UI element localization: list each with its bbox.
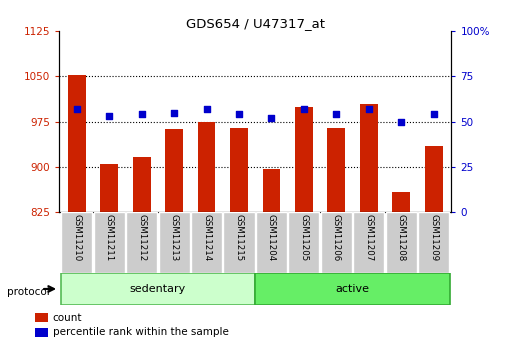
Text: GSM11215: GSM11215 — [234, 214, 244, 261]
Text: GSM11204: GSM11204 — [267, 214, 276, 261]
Bar — [288, 212, 320, 273]
Text: GSM11209: GSM11209 — [429, 214, 438, 261]
Text: GSM11212: GSM11212 — [137, 214, 146, 261]
Bar — [35, 313, 48, 322]
Text: sedentary: sedentary — [130, 284, 186, 294]
Text: GSM11213: GSM11213 — [170, 214, 179, 261]
Point — [137, 112, 146, 117]
Point — [170, 110, 178, 115]
Bar — [295, 107, 313, 212]
Bar — [360, 104, 378, 212]
Bar — [255, 273, 450, 305]
Bar — [165, 129, 183, 212]
Point — [429, 112, 438, 117]
Bar — [159, 212, 190, 273]
Bar — [61, 212, 92, 273]
Point — [73, 106, 81, 112]
Bar — [191, 212, 222, 273]
Bar — [418, 212, 449, 273]
Bar — [224, 212, 254, 273]
Point — [300, 106, 308, 112]
Text: active: active — [336, 284, 369, 294]
Bar — [321, 212, 352, 273]
Bar — [327, 128, 345, 212]
Point — [332, 112, 341, 117]
Bar — [198, 122, 215, 212]
Point — [365, 106, 373, 112]
Bar — [263, 169, 280, 212]
Text: GSM11211: GSM11211 — [105, 214, 114, 261]
Bar — [230, 128, 248, 212]
Title: GDS654 / U47317_at: GDS654 / U47317_at — [186, 17, 325, 30]
Bar — [353, 212, 384, 273]
Bar — [133, 157, 151, 212]
Bar — [386, 212, 417, 273]
Point — [105, 114, 113, 119]
Text: GSM11214: GSM11214 — [202, 214, 211, 261]
Point — [267, 115, 275, 121]
Bar — [126, 212, 157, 273]
Text: GSM11208: GSM11208 — [397, 214, 406, 261]
Bar — [392, 192, 410, 212]
Bar — [94, 212, 125, 273]
Point — [397, 119, 405, 125]
Text: percentile rank within the sample: percentile rank within the sample — [53, 327, 228, 337]
Text: GSM11207: GSM11207 — [364, 214, 373, 261]
Text: count: count — [53, 313, 82, 323]
Point — [235, 112, 243, 117]
Point — [203, 106, 211, 112]
Bar — [35, 328, 48, 337]
Text: GSM11205: GSM11205 — [300, 214, 308, 261]
Text: GSM11206: GSM11206 — [332, 214, 341, 261]
Text: GSM11210: GSM11210 — [72, 214, 82, 261]
Bar — [256, 212, 287, 273]
Bar — [61, 273, 255, 305]
Bar — [68, 75, 86, 212]
Bar — [101, 164, 118, 212]
Text: protocol: protocol — [7, 287, 49, 296]
Bar — [425, 146, 443, 212]
